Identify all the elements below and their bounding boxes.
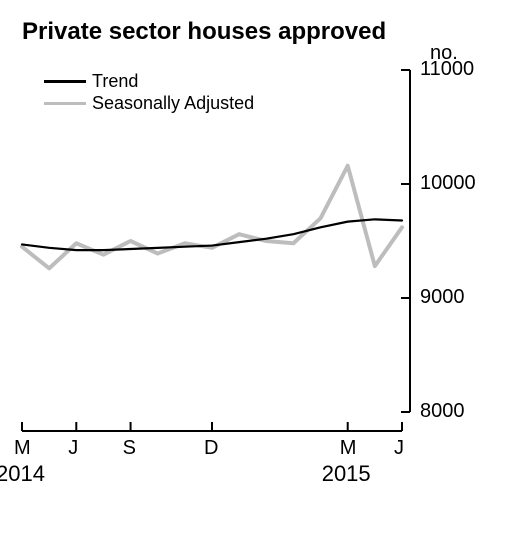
x-year-label: 2014 [0,461,45,487]
y-tick-label: 9000 [420,286,465,309]
x-tick-label: M [14,437,31,460]
x-tick-label: J [68,437,78,460]
y-tick-label: 11000 [420,58,474,81]
x-year-label: 2015 [322,461,371,487]
x-tick-label: D [204,437,218,460]
x-tick-label: J [394,437,404,460]
chart-container: Private sector houses approved TrendSeas… [0,0,524,539]
y-tick-label: 10000 [420,172,476,195]
x-tick-label: S [123,437,136,460]
x-tick-label: M [340,437,357,460]
y-tick-label: 8000 [420,400,465,423]
